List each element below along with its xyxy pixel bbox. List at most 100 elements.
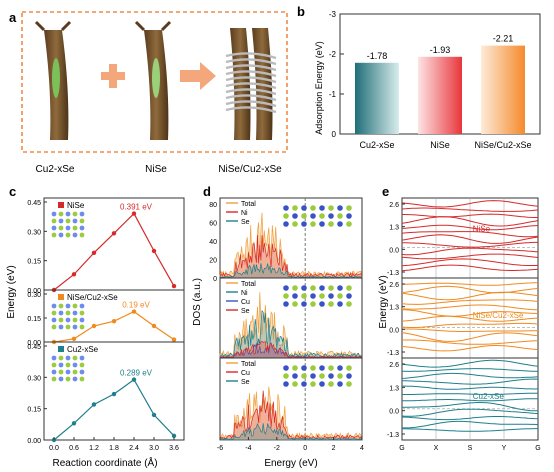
c-ytick-label: 0.45 — [27, 344, 41, 351]
e-band — [402, 368, 539, 372]
c-line — [53, 378, 175, 441]
c-point — [91, 402, 97, 407]
e-band — [402, 213, 538, 218]
e-band — [401, 200, 539, 208]
e-band — [401, 258, 539, 267]
e-plot: 2.6 1.3 0.0 -1.3 NiSe 2.6 1.3 0.0 -1.3 NiSe/Cu2-x… — [387, 197, 541, 452]
d-ytick-label: 60 — [209, 221, 217, 228]
c-legend-marker — [58, 346, 64, 352]
c-ytick-label: 0.30 — [27, 229, 41, 236]
panel-c-letter: c — [9, 184, 16, 199]
c-xtick-label: 0.0 — [49, 445, 59, 452]
arrow-right-icon — [180, 62, 216, 90]
d-legend-label: Total — [241, 361, 256, 368]
c-ytick-label: 0.00 — [27, 340, 41, 347]
c-axes — [43, 341, 185, 441]
c-axes — [43, 197, 185, 291]
d-ytick-label: 0 — [213, 276, 217, 283]
b-bar-value: -2.21 — [493, 34, 514, 44]
c-ytick-label: 0.15 — [27, 407, 41, 414]
branch-cu2xse-icon — [34, 20, 72, 140]
c-point — [171, 433, 177, 439]
e-band — [401, 299, 539, 305]
d-legend-label: Total — [241, 201, 256, 208]
e-band — [402, 241, 538, 248]
c-point — [111, 231, 117, 236]
d-legend-label: Ni — [241, 210, 248, 217]
e-ytick-label: 0.0 — [389, 409, 399, 416]
e-ytick-label: 2.6 — [389, 362, 399, 369]
d-legend-label: Total — [241, 281, 256, 288]
panel-e: e Energy (eV) 2.6 1.3 0.0 -1.3 NiSe 2.6 1.3 0.0… — [378, 184, 541, 452]
d-legend-label: Se — [241, 219, 250, 226]
d-dos-series — [219, 234, 363, 279]
c-ytick-label: 0.30 — [27, 292, 41, 299]
d-ytick-label: 40 — [209, 239, 217, 246]
e-band — [401, 322, 539, 328]
e-band — [402, 420, 539, 429]
c-ytick-label: 0.00 — [27, 438, 41, 445]
c-point — [71, 272, 77, 277]
panel-d-letter: d — [203, 184, 211, 199]
e-ytick-label: -1.3 — [387, 432, 399, 439]
c-point — [71, 421, 77, 426]
e-band — [401, 234, 539, 244]
d-ytick-label: 20 — [209, 258, 217, 265]
branch-nise-icon — [134, 20, 172, 140]
e-band — [401, 264, 539, 272]
c-legend-label: NiSe/Cu2-xSe — [67, 293, 118, 302]
panel-a-letter: a — [9, 10, 17, 25]
c-point — [131, 377, 137, 382]
d-xtick-label: 0 — [303, 445, 307, 452]
e-band — [401, 416, 539, 421]
d-xlabel: Energy (eV) — [264, 458, 317, 469]
e-band-label: NiSe/Cu2-xSe — [473, 311, 524, 320]
e-band — [401, 372, 539, 379]
d-legend-label: Cu — [241, 370, 250, 377]
e-ytick-label: -1.3 — [387, 350, 399, 357]
e-ytick-label: 0.0 — [389, 327, 399, 334]
c-plot: 0.00 0.15 0.30 0.45 NiSe 0.391 eV 0.00 0.15 0.30… — [27, 197, 185, 452]
c-point — [151, 248, 157, 254]
c-ytick-label: 0.15 — [27, 316, 41, 323]
crystal-structure-icon — [51, 355, 85, 382]
c-point — [91, 250, 97, 256]
b-bar — [481, 45, 525, 134]
e-ytick-label: -1.3 — [387, 270, 399, 277]
d-legend-label: Ni — [241, 290, 248, 297]
d-xtick-label: 4 — [360, 445, 364, 452]
b-ylabel: Adsorption Energy (eV) — [314, 41, 324, 135]
c-peak-label: 0.289 eV — [120, 369, 153, 378]
e-band — [401, 345, 539, 352]
c-xtick-label: 2.4 — [129, 445, 139, 452]
c-point — [131, 309, 137, 314]
e-band-label: NiSe — [473, 225, 491, 234]
d-legend-label: Se — [241, 308, 250, 315]
d-ytick-label: 80 — [209, 202, 217, 209]
c-legend-label: NiSe — [67, 201, 85, 210]
d-xtick-label: -2 — [274, 445, 280, 452]
e-ytick-label: 1.3 — [389, 305, 399, 312]
c-ytick-label: 0.30 — [27, 375, 41, 382]
panel-b-letter: b — [297, 4, 305, 19]
b-xticks: Cu2-xSe NiSe NiSe/Cu2-xSe — [359, 140, 531, 150]
d-dos-series — [219, 390, 363, 441]
c-xtick-label: 0.6 — [69, 445, 79, 452]
e-band — [402, 392, 538, 395]
e-xtick-label: Y — [502, 445, 507, 452]
e-xtick-label: G — [399, 445, 404, 452]
c-point — [171, 337, 177, 342]
c-xtick-label: 3.6 — [169, 445, 179, 452]
b-ytick-label: -2 — [329, 50, 337, 59]
c-legend-label: Cu2-xSe — [67, 345, 99, 354]
panel-b: b Adsorption Energy (eV) 0-1-2-3 -1.78-1… — [297, 4, 541, 150]
e-band — [401, 339, 539, 345]
e-xtick-label: G — [535, 445, 540, 452]
d-legend-label: Se — [241, 379, 250, 386]
c-point — [151, 412, 157, 418]
e-band — [402, 385, 539, 390]
c-legend-marker — [58, 294, 64, 300]
b-bar-value: -1.93 — [430, 45, 451, 55]
branch-grafted-icon — [225, 28, 277, 140]
e-band — [401, 224, 539, 231]
